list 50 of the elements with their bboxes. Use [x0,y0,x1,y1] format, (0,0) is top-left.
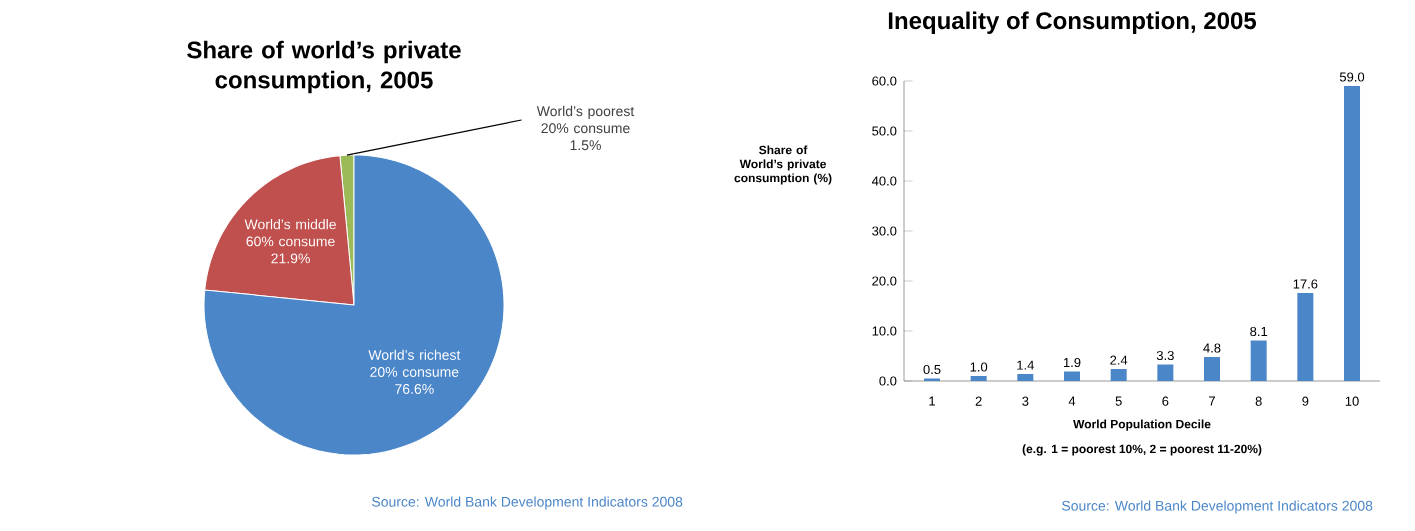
data-label: 59.0 [1339,72,1365,82]
x-tick-label: 3 [1022,396,1029,406]
x-axis-title: World Population Decile [1073,419,1211,431]
data-label: 1.9 [1063,357,1081,368]
data-label: 76.6% [395,384,434,394]
slice-label: World’s richest 20% consume [368,349,461,377]
bar [1017,374,1034,381]
y-tick-label: 50.0 [872,126,897,136]
bar [1204,357,1221,381]
x-tick-label: 8 [1255,396,1262,406]
bar [1250,340,1267,381]
source-note: Source: World Bank Development Indicators 2008 [372,496,683,510]
bar [1157,364,1174,381]
y-tick-label: 10.0 [872,326,897,336]
bar [1344,86,1361,381]
data-label: 17.6 [1293,279,1318,289]
slice-label: World’s middle 60% consume [244,219,336,247]
x-tick-label: 10 [1345,396,1359,406]
text: (e.g. 1 = poorest 10%, 2 = poorest 11-20%) [1022,444,1262,456]
x-tick-label: 4 [1068,396,1076,406]
bar [1064,371,1081,381]
y-axis-title: Share of World’s private consumption (%) [734,145,832,185]
y-tick-label: 20.0 [872,276,897,286]
x-tick-label: 5 [1115,396,1122,406]
chart-title: Share of world’s private consumption, 2005 [187,40,461,94]
x-tick-label: 6 [1162,396,1169,406]
chart-title: Inequality of Consumption, 2005 [888,11,1257,34]
data-label: 3.3 [1156,350,1174,361]
x-tick-label: 2 [975,396,982,406]
x-tick-label: 9 [1302,396,1309,406]
data-label: 0.5 [923,364,941,375]
bar [970,376,987,381]
slice-label: World’s poorest 20% consume [536,105,635,134]
data-label: 2.4 [1110,355,1128,365]
y-tick-label: 30.0 [872,226,897,236]
bar [1110,369,1127,381]
x-tick-label: 7 [1209,396,1215,406]
x-tick-label: 1 [929,396,935,406]
data-label: 21.9% [271,253,310,264]
bar [1297,293,1314,381]
source-note: Source: World Bank Development Indicators 2008 [1062,500,1373,514]
y-tick-label: 40.0 [871,176,897,186]
data-label: 4.8 [1203,343,1221,353]
bar [924,378,941,381]
y-tick-label: 0.0 [879,376,897,386]
data-label: 1.4 [1017,360,1034,370]
y-tick-label: 60.0 [872,76,897,86]
data-label: 1.0 [970,362,988,372]
data-label: 8.1 [1250,326,1268,337]
data-label: 1.5% [570,140,601,151]
